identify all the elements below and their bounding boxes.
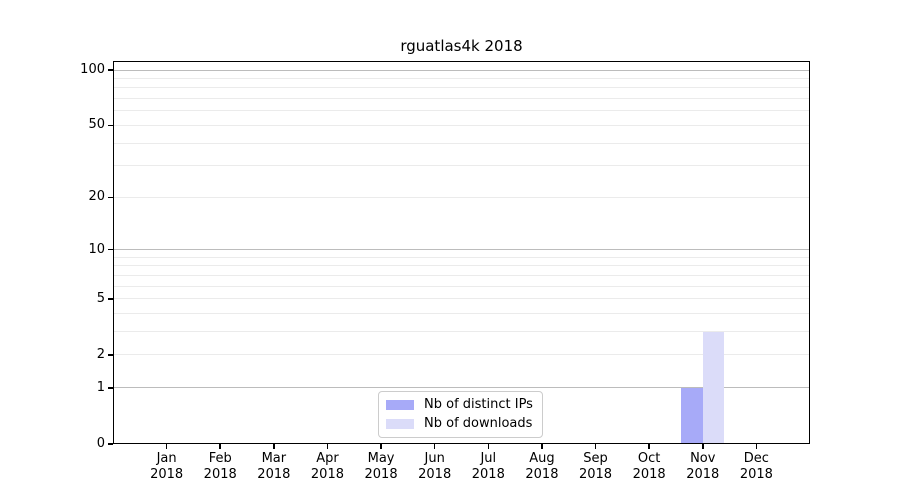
minor-gridline (113, 285, 810, 287)
x-tick-label: Apr 2018 (311, 451, 344, 483)
y-tick-mark (108, 69, 113, 71)
x-tick-mark (702, 444, 704, 449)
chart-title: rguatlas4k 2018 (400, 37, 523, 55)
x-tick-month: Jul (480, 451, 497, 466)
y-tick-label: 100 (80, 62, 105, 78)
legend-swatch (386, 419, 414, 429)
x-tick-year: 2018 (257, 467, 291, 482)
legend-entry: Nb of distinct IPs (386, 397, 533, 413)
y-tick-mark (108, 124, 113, 127)
x-tick-label: Jun 2018 (418, 451, 451, 483)
y-tick-mark (108, 298, 113, 300)
y-tick-label: 10 (88, 241, 105, 257)
x-tick-mark (326, 444, 329, 449)
x-tick-mark (380, 444, 382, 449)
minor-gridline (113, 331, 810, 333)
major-gridline (113, 249, 810, 251)
minor-gridline (113, 313, 810, 315)
y-tick-mark (108, 196, 113, 199)
x-tick-month: Jan (156, 451, 177, 466)
x-tick-year: 2018 (364, 467, 398, 482)
x-tick-year: 2018 (632, 467, 666, 482)
y-tick-mark (108, 248, 113, 251)
x-tick-year: 2018 (150, 467, 184, 482)
minor-gridline (113, 87, 810, 89)
x-tick-mark (755, 444, 758, 449)
x-tick-mark (219, 444, 221, 449)
x-tick-month: Aug (529, 451, 555, 466)
x-tick-label: Dec 2018 (740, 451, 773, 483)
x-tick-mark (273, 444, 275, 449)
minor-gridline (113, 78, 810, 80)
y-tick-label: 50 (88, 117, 105, 133)
y-tick-label: 2 (96, 346, 105, 362)
x-tick-label: May 2018 (365, 451, 398, 483)
x-tick-month: May (367, 451, 395, 466)
x-tick-month: Jun (424, 451, 445, 466)
minor-gridline (113, 196, 810, 198)
minor-gridline (113, 98, 810, 100)
y-tick-mark (108, 354, 113, 356)
y-tick-label: 5 (96, 290, 105, 306)
major-gridline (113, 69, 810, 71)
x-tick-month: Nov (690, 451, 716, 466)
minor-gridline (113, 165, 810, 167)
x-tick-label: Aug 2018 (525, 451, 558, 483)
x-tick-mark (541, 444, 543, 449)
y-tick-label: 20 (88, 189, 105, 205)
x-tick-label: Feb 2018 (204, 451, 237, 483)
major-gridline (113, 387, 810, 389)
minor-gridline (113, 265, 810, 267)
minor-gridline (113, 110, 810, 112)
x-tick-mark (487, 444, 490, 449)
x-tick-month: Feb (208, 451, 232, 466)
x-tick-mark (648, 444, 650, 449)
x-tick-label: Sep 2018 (579, 451, 612, 483)
legend-label: Nb of distinct IPs (424, 397, 533, 412)
y-tick-mark (108, 387, 113, 389)
minor-gridline (113, 124, 810, 126)
x-tick-label: Nov 2018 (686, 451, 719, 483)
plot-border (113, 61, 810, 444)
legend-label: Nb of downloads (424, 416, 533, 431)
minor-gridline (113, 142, 810, 144)
legend-swatch (386, 400, 414, 410)
x-tick-month: Dec (743, 451, 769, 466)
y-tick-mark (108, 443, 113, 445)
x-tick-month: Apr (316, 451, 339, 466)
x-tick-year: 2018 (418, 467, 452, 482)
x-tick-month: Sep (583, 451, 608, 466)
x-tick-label: Jul 2018 (472, 451, 505, 483)
y-tick-label: 1 (96, 379, 105, 395)
x-tick-year: 2018 (203, 467, 237, 482)
minor-gridline (113, 298, 810, 300)
x-tick-month: Oct (637, 451, 661, 466)
x-tick-label: Mar 2018 (257, 451, 290, 483)
plot-area: Nb of distinct IPs Nb of downloads 0 1 2 5 1… (80, 61, 810, 482)
minor-gridline (113, 354, 810, 356)
legend-entry: Nb of downloads (386, 416, 533, 432)
x-tick-mark (594, 444, 597, 449)
y-tick-label: 0 (96, 436, 105, 451)
bar-nb-of-downloads-nov-2018 (702, 331, 725, 444)
x-tick-label: Jan 2018 (150, 451, 183, 483)
x-tick-year: 2018 (739, 467, 773, 482)
x-tick-year: 2018 (471, 467, 505, 482)
x-tick-year: 2018 (310, 467, 344, 482)
legend: Nb of distinct IPs Nb of downloads (378, 391, 543, 438)
x-tick-year: 2018 (578, 467, 613, 482)
minor-gridline (113, 275, 810, 277)
x-tick-year: 2018 (686, 467, 720, 482)
minor-gridline (113, 256, 810, 258)
x-tick-month: Mar (261, 451, 287, 466)
x-tick-year: 2018 (525, 467, 559, 482)
x-tick-mark (165, 444, 168, 449)
x-tick-label: Oct 2018 (633, 451, 666, 483)
bar-nb-of-distinct-ips-nov-2018 (681, 387, 703, 444)
x-tick-mark (433, 444, 436, 449)
